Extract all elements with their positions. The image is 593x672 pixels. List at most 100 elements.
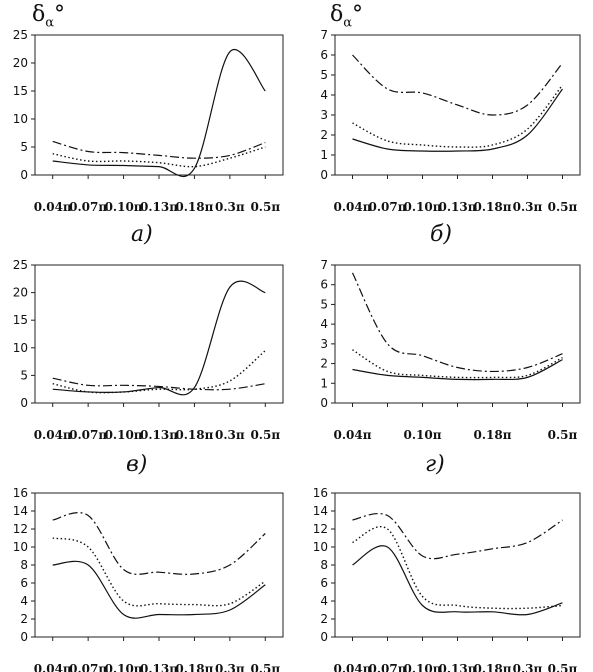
y-axis-title-right: δα°	[330, 2, 364, 31]
x-tick-label-2-1: 0.07π	[69, 428, 107, 442]
y-tick-label-3-6: 6	[320, 278, 328, 292]
x-tick-label-1-0: 0.04π	[333, 200, 371, 214]
x-tick-label-4-1: 0.07π	[69, 662, 107, 672]
series-line-0-solid	[52, 48, 266, 177]
y-tick-label-0-2: 10	[13, 112, 28, 126]
x-tick-label-3-0: 0.04π	[333, 428, 371, 442]
x-tick-label-0-0: 0.04π	[34, 200, 72, 214]
y-tick-label-3-4: 4	[320, 317, 328, 331]
y-tick-label-3-0: 0	[320, 396, 328, 410]
x-tick-label-4-4: 0.18π	[175, 662, 213, 672]
y-tick-label-5-2: 4	[320, 594, 328, 608]
x-tick-label-0-2: 0.10π	[105, 200, 143, 214]
x-tick-label-4-3: 0.13π	[140, 662, 178, 672]
y-tick-label-1-1: 1	[320, 148, 328, 162]
y-tick-label-5-4: 8	[320, 558, 328, 572]
series-line-5-dotted	[352, 526, 563, 610]
x-tick-label-2-3: 0.13π	[140, 428, 178, 442]
y-tick-label-3-2: 2	[320, 357, 328, 371]
x-tick-label-1-5: 0.3π	[513, 200, 543, 214]
y-tick-label-5-5: 10	[313, 540, 328, 554]
y-tick-label-3-3: 3	[320, 337, 328, 351]
x-tick-label-1-4: 0.18π	[473, 200, 511, 214]
x-tick-label-2-2: 0.10π	[105, 428, 143, 442]
x-tick-label-2-6: 0.5π	[250, 428, 280, 442]
y-tick-label-5-3: 6	[320, 576, 328, 590]
x-tick-label-3-2: 0.10π	[403, 428, 441, 442]
y-tick-label-0-1: 5	[20, 140, 28, 154]
x-tick-label-5-5: 0.3π	[513, 662, 543, 672]
x-tick-label-0-5: 0.3π	[215, 200, 245, 214]
x-tick-label-1-1: 0.07π	[368, 200, 406, 214]
y-axis-title-left: δα°	[32, 2, 66, 31]
series-line-3-dotted	[352, 349, 563, 379]
y-tick-label-0-0: 0	[20, 168, 28, 182]
x-tick-label-5-4: 0.18π	[473, 662, 511, 672]
series-line-2-solid	[52, 280, 266, 396]
x-tick-label-0-1: 0.07π	[69, 200, 107, 214]
y-tick-label-1-6: 6	[320, 48, 328, 62]
y-tick-label-2-4: 20	[13, 286, 28, 300]
series-line-1-dashdot	[352, 54, 563, 116]
x-tick-label-4-2: 0.10π	[105, 662, 143, 672]
x-tick-label-5-2: 0.10π	[403, 662, 441, 672]
panel-label-a: a)	[131, 222, 153, 247]
y-tick-label-1-5: 5	[320, 68, 328, 82]
x-tick-label-1-6: 0.5π	[548, 200, 578, 214]
y-tick-label-4-7: 14	[13, 504, 28, 518]
x-tick-label-2-0: 0.04π	[34, 428, 72, 442]
series-line-4-dotted	[52, 537, 266, 607]
x-tick-label-4-5: 0.3π	[215, 662, 245, 672]
y-tick-label-2-5: 25	[13, 258, 28, 272]
plot-area-0	[34, 34, 284, 176]
x-tick-label-5-6: 0.5π	[548, 662, 578, 672]
x-tick-label-5-3: 0.13π	[438, 662, 476, 672]
plot-area-3	[334, 264, 581, 404]
x-tick-label-3-4: 0.18π	[473, 428, 511, 442]
series-line-0-dashdot	[52, 140, 266, 159]
series-line-3-dashdot	[351, 272, 563, 373]
y-tick-label-5-6: 12	[313, 522, 328, 536]
y-tick-label-0-3: 15	[13, 84, 28, 98]
series-line-2-dotted	[52, 350, 266, 394]
panel-label-g: г)	[425, 452, 445, 477]
series-line-4-dashdot	[52, 512, 266, 575]
series-line-5-dashdot	[352, 512, 563, 560]
x-tick-label-1-2: 0.10π	[403, 200, 441, 214]
y-tick-label-4-3: 6	[20, 576, 28, 590]
y-tick-label-1-2: 2	[320, 128, 328, 142]
y-tick-label-4-6: 12	[13, 522, 28, 536]
x-tick-label-4-6: 0.5π	[250, 662, 280, 672]
y-tick-label-0-4: 20	[13, 56, 28, 70]
y-tick-label-3-1: 1	[320, 376, 328, 390]
y-tick-label-3-5: 5	[320, 297, 328, 311]
y-tick-label-4-8: 16	[13, 486, 28, 500]
series-line-5-solid	[352, 545, 563, 616]
y-tick-label-5-7: 14	[313, 504, 328, 518]
series-line-0-dotted	[52, 146, 266, 168]
panel-label-b: б)	[430, 222, 453, 247]
y-tick-label-2-2: 10	[13, 341, 28, 355]
series-line-1-solid	[352, 88, 563, 152]
y-tick-label-2-1: 5	[20, 368, 28, 382]
x-tick-label-2-5: 0.3π	[215, 428, 245, 442]
series-line-4-solid	[52, 560, 266, 619]
x-tick-label-4-0: 0.04π	[34, 662, 72, 672]
series-line-1-dotted	[352, 84, 564, 148]
series-line-2-dashdot	[52, 377, 266, 391]
y-tick-label-2-0: 0	[20, 396, 28, 410]
y-tick-label-4-5: 10	[13, 540, 28, 554]
y-tick-label-1-7: 7	[320, 28, 328, 42]
y-tick-label-4-0: 0	[20, 630, 28, 644]
x-tick-label-3-6: 0.5π	[548, 428, 578, 442]
x-tick-label-5-0: 0.04π	[333, 662, 371, 672]
x-tick-label-0-3: 0.13π	[140, 200, 178, 214]
y-tick-label-1-4: 4	[320, 88, 328, 102]
y-tick-label-5-0: 0	[320, 630, 328, 644]
y-tick-label-2-3: 15	[13, 313, 28, 327]
y-tick-label-0-5: 25	[13, 28, 28, 42]
y-tick-label-5-8: 16	[313, 486, 328, 500]
y-tick-label-1-3: 3	[320, 108, 328, 122]
y-tick-label-4-4: 8	[20, 558, 28, 572]
